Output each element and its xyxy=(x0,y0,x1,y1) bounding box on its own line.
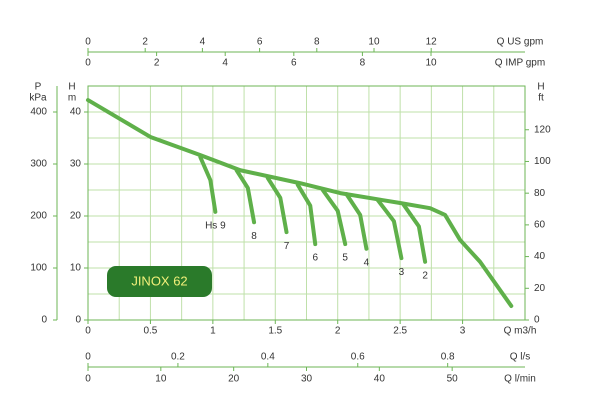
curve-label: 6 xyxy=(312,253,318,264)
secondary-tick-label: 10 xyxy=(155,374,167,385)
y3-tick-label: 0 xyxy=(41,315,47,326)
secondary-tick-label: 0.2 xyxy=(171,352,185,363)
y3-tick-label: 200 xyxy=(30,211,47,222)
secondary-tick-label: 20 xyxy=(228,374,240,385)
x-tick-label: 2 xyxy=(335,326,341,337)
y-tick-label: 40 xyxy=(70,107,82,118)
secondary-tick-label: 0 xyxy=(85,352,91,363)
secondary-tick-label: 12 xyxy=(426,37,438,48)
curve xyxy=(295,182,318,247)
x-tick-label: 0 xyxy=(85,326,91,337)
secondary-tick-label: 6 xyxy=(257,37,263,48)
y-tick-label: 30 xyxy=(70,159,82,170)
secondary-axis-label: Q IMP gpm xyxy=(495,58,545,69)
curve-label: 7 xyxy=(284,241,290,252)
secondary-tick-label: 6 xyxy=(291,58,297,69)
curve xyxy=(375,197,404,261)
curve-label: 3 xyxy=(399,267,405,278)
curve xyxy=(401,203,428,264)
secondary-tick-label: 2 xyxy=(142,37,148,48)
secondary-tick-label: 0.4 xyxy=(261,352,275,363)
curve xyxy=(265,176,289,235)
curve xyxy=(344,192,369,251)
curve xyxy=(234,168,257,225)
y2-tick-label: 100 xyxy=(534,156,551,167)
y2-tick-label: 60 xyxy=(534,220,546,231)
x-tick-label: 1 xyxy=(210,326,216,337)
curve-label: 8 xyxy=(251,231,257,242)
x-tick-label: 3 xyxy=(460,326,466,337)
y-axis-label: H xyxy=(68,82,75,93)
secondary-tick-label: 8 xyxy=(360,58,366,69)
y3-axis-label: P xyxy=(35,82,42,93)
secondary-tick-label: 8 xyxy=(314,37,320,48)
y3-tick-label: 100 xyxy=(30,263,47,274)
annotation: JINOX 62 xyxy=(131,273,187,288)
secondary-tick-label: 0 xyxy=(85,37,91,48)
secondary-axis-label: Q l/s xyxy=(510,352,531,363)
y2-axis-label: H xyxy=(537,82,544,93)
secondary-tick-label: 2 xyxy=(154,58,160,69)
x-tick-label: 2.5 xyxy=(393,326,407,337)
x-axis-label: Q m3/h xyxy=(504,326,537,337)
y2-tick-label: 20 xyxy=(534,283,546,294)
y2-tick-label: 40 xyxy=(534,251,546,262)
secondary-tick-label: 50 xyxy=(447,374,459,385)
secondary-tick-label: 0.6 xyxy=(351,352,365,363)
secondary-tick-label: 0 xyxy=(85,374,91,385)
secondary-axis-label: Q l/min xyxy=(504,374,536,385)
curve-label: 5 xyxy=(342,253,348,264)
secondary-tick-label: 10 xyxy=(425,58,437,69)
secondary-tick-label: 10 xyxy=(368,37,380,48)
curve-label: 2 xyxy=(422,270,428,281)
secondary-tick-label: 4 xyxy=(222,58,228,69)
curve xyxy=(320,188,348,247)
y-tick-label: 20 xyxy=(70,211,82,222)
x-tick-label: 1.5 xyxy=(268,326,282,337)
secondary-tick-label: 30 xyxy=(301,374,313,385)
curve-label: Hs 9 xyxy=(205,220,226,231)
secondary-axis-label: Q US gpm xyxy=(497,37,544,48)
y3-axis-label: kPa xyxy=(29,93,47,104)
annotation-box xyxy=(107,266,212,297)
y3-tick-label: 400 xyxy=(30,107,47,118)
secondary-tick-label: 4 xyxy=(200,37,206,48)
y-tick-label: 10 xyxy=(70,263,82,274)
curve xyxy=(86,98,514,308)
y-tick-label: 0 xyxy=(75,315,81,326)
y-axis-label: m xyxy=(68,93,76,104)
secondary-tick-label: 0 xyxy=(85,58,91,69)
y2-tick-label: 0 xyxy=(534,315,540,326)
curve-label: 4 xyxy=(364,257,370,268)
secondary-tick-label: 40 xyxy=(374,374,386,385)
x-tick-label: 0.5 xyxy=(143,326,157,337)
y2-tick-label: 80 xyxy=(534,188,546,199)
y2-axis-label: ft xyxy=(538,93,544,104)
y2-tick-label: 120 xyxy=(534,124,551,135)
y3-tick-label: 300 xyxy=(30,159,47,170)
secondary-tick-label: 0.8 xyxy=(441,352,455,363)
curve xyxy=(198,155,218,214)
plot-frame xyxy=(87,85,526,321)
